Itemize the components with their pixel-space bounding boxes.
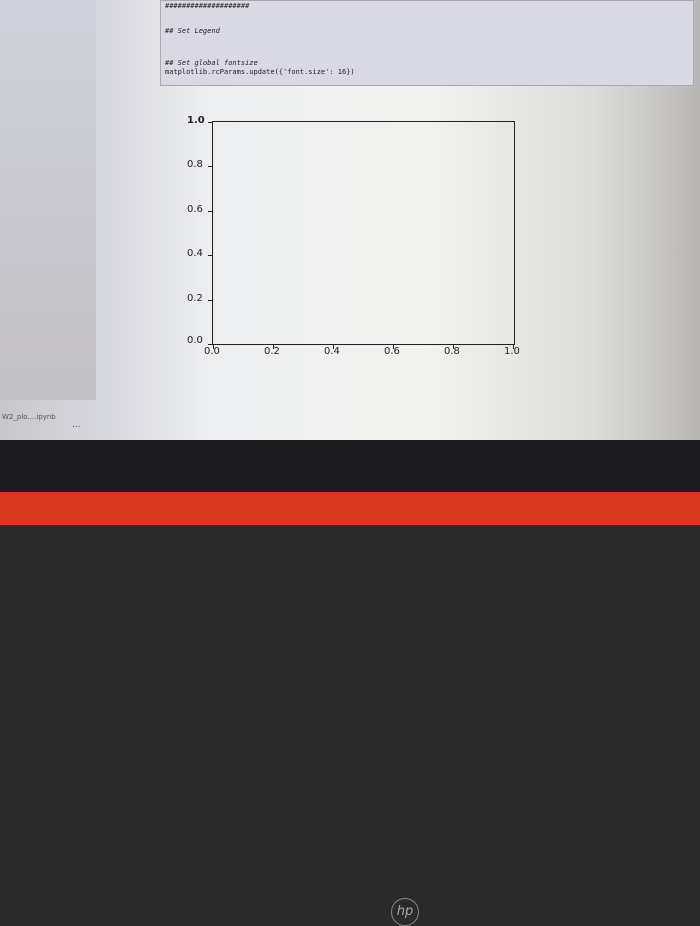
code-comment: ## Set global fontsize xyxy=(165,59,258,67)
x-tick-mark xyxy=(333,344,334,349)
y-tick-mark xyxy=(208,122,213,123)
laptop-body xyxy=(0,492,700,525)
y-tick-mark xyxy=(208,166,213,168)
x-tick-label: 0.8 xyxy=(444,346,460,357)
code-cell[interactable]: #################### ## Set Legend ## Se… xyxy=(160,0,694,86)
y-tick-label: 0.4 xyxy=(187,248,203,260)
x-tick-mark xyxy=(513,344,514,349)
y-tick-label: 0.2 xyxy=(187,292,203,304)
x-tick-mark xyxy=(213,344,214,349)
screen: #################### ## Set Legend ## Se… xyxy=(0,0,700,440)
y-tick-mark xyxy=(208,210,213,212)
y-tick-mark xyxy=(208,299,213,301)
sidebar xyxy=(0,0,96,400)
laptop-bezel: hp xyxy=(0,440,700,926)
x-tick-mark xyxy=(453,344,454,349)
more-button[interactable]: ... xyxy=(72,420,81,430)
hp-logo: hp xyxy=(391,898,419,926)
plot-axes: 0.0 0.2 0.4 0.6 0.8 1.0 0.0 0.2 0.4 0.6 0.8 1.0 xyxy=(187,115,520,357)
download-filename[interactable]: W2_plo....ipynb xyxy=(2,413,56,421)
y-tick-label: 0.8 xyxy=(187,159,203,171)
x-tick-label: 0.2 xyxy=(264,346,280,357)
x-tick-label: 0.0 xyxy=(204,346,220,357)
code-line: matplotlib.rcParams.update({'font.size':… xyxy=(165,68,355,76)
y-tick-label: 0.0 xyxy=(187,335,203,346)
x-tick-label: 1.0 xyxy=(504,346,520,357)
y-tick-label: 0.6 xyxy=(187,203,203,215)
y-tick-mark xyxy=(208,344,213,345)
code-line: #################### xyxy=(165,2,250,10)
x-tick-label: 0.6 xyxy=(384,346,400,357)
x-tick-mark xyxy=(393,344,394,349)
code-comment: ## Set Legend xyxy=(165,27,220,35)
y-tick-mark xyxy=(208,255,213,257)
x-tick-label: 0.4 xyxy=(324,346,340,357)
x-tick-mark xyxy=(273,344,274,349)
y-tick-label: 1.0 xyxy=(187,115,205,126)
